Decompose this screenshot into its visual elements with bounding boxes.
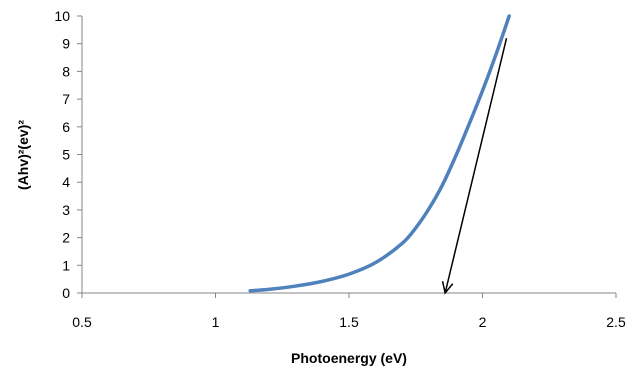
y-axis-title: (Ahv)²(ev)² <box>15 120 31 190</box>
x-axis-title: Photoenergy (eV) <box>291 350 407 366</box>
y-tick-label: 9 <box>62 36 70 52</box>
y-tick-label: 7 <box>62 91 70 107</box>
x-tick-label: 2 <box>479 314 487 330</box>
y-tick-label: 3 <box>62 202 70 218</box>
y-tick-label: 1 <box>62 257 70 273</box>
annotation-layer <box>441 37 508 295</box>
y-tick-label: 5 <box>62 147 70 163</box>
x-tick-label: 1.5 <box>339 314 359 330</box>
series-line <box>248 14 511 293</box>
x-tick-label: 0.5 <box>72 314 92 330</box>
y-tick-label: 8 <box>62 63 70 79</box>
series-layer <box>248 14 511 293</box>
arrow-head <box>441 281 454 295</box>
x-tick-label: 1 <box>212 314 220 330</box>
y-tick-label: 4 <box>62 174 70 190</box>
y-tick-label: 0 <box>62 285 70 301</box>
y-tick-label: 2 <box>62 230 70 246</box>
tangent-arrow-line <box>444 37 508 294</box>
y-tick-label: 6 <box>62 119 70 135</box>
axes-layer: 0 1 2 3 4 5 6 7 8 9 10 0.5 1 1.5 2 2.5 <box>54 8 626 330</box>
y-tick-label: 10 <box>54 8 70 24</box>
x-tick-label: 2.5 <box>606 314 626 330</box>
